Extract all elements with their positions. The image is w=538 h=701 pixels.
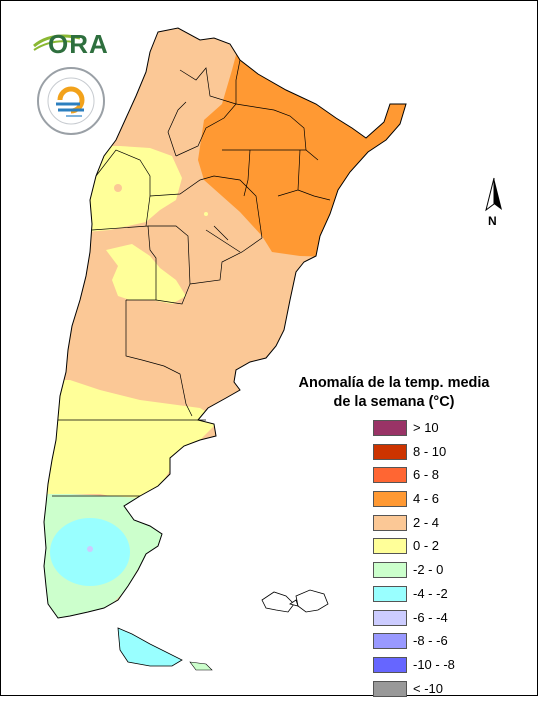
legend-swatch (373, 656, 407, 673)
legend-swatch (373, 491, 407, 508)
legend-swatch (373, 420, 407, 436)
legend-label: < -10 (413, 680, 443, 696)
legend-swatch (373, 680, 407, 697)
legend-label: > 10 (413, 420, 439, 435)
legend-label: 8 - 10 (413, 443, 447, 459)
ora-logo-text: ORA (48, 29, 109, 59)
legend-swatch (373, 467, 407, 484)
legend-swatch (373, 633, 407, 650)
legend-label: -2 - 0 (413, 562, 444, 578)
legend-label: -8 - -6 (413, 633, 448, 649)
legend-swatch (373, 585, 407, 602)
legend-swatch (373, 609, 407, 626)
north-arrow-icon (485, 177, 502, 212)
north-label: N (488, 214, 497, 228)
ora-logo (33, 34, 81, 51)
legend-label: -4 - -2 (413, 585, 448, 601)
legend-title: Anomalía de la temp. media de la semana … (296, 374, 492, 412)
legend-swatch (373, 562, 407, 579)
legend-label: 6 - 8 (413, 467, 440, 483)
legend-label: -6 - -4 (413, 609, 448, 625)
smn-seal-logo (37, 67, 105, 135)
legend-swatch (373, 443, 407, 460)
legend-label: 4 - 6 (413, 491, 440, 507)
legend-swatch (373, 538, 407, 555)
legend-title-line1: Anomalía de la temp. media (298, 375, 490, 391)
legend-label: -10 - -8 (413, 656, 455, 672)
legend-swatch (373, 514, 407, 531)
legend-label: 0 - 2 (413, 538, 440, 554)
legend-title-line2: de la semana (°C) (333, 394, 455, 410)
legend-label: 2 - 4 (413, 514, 440, 530)
